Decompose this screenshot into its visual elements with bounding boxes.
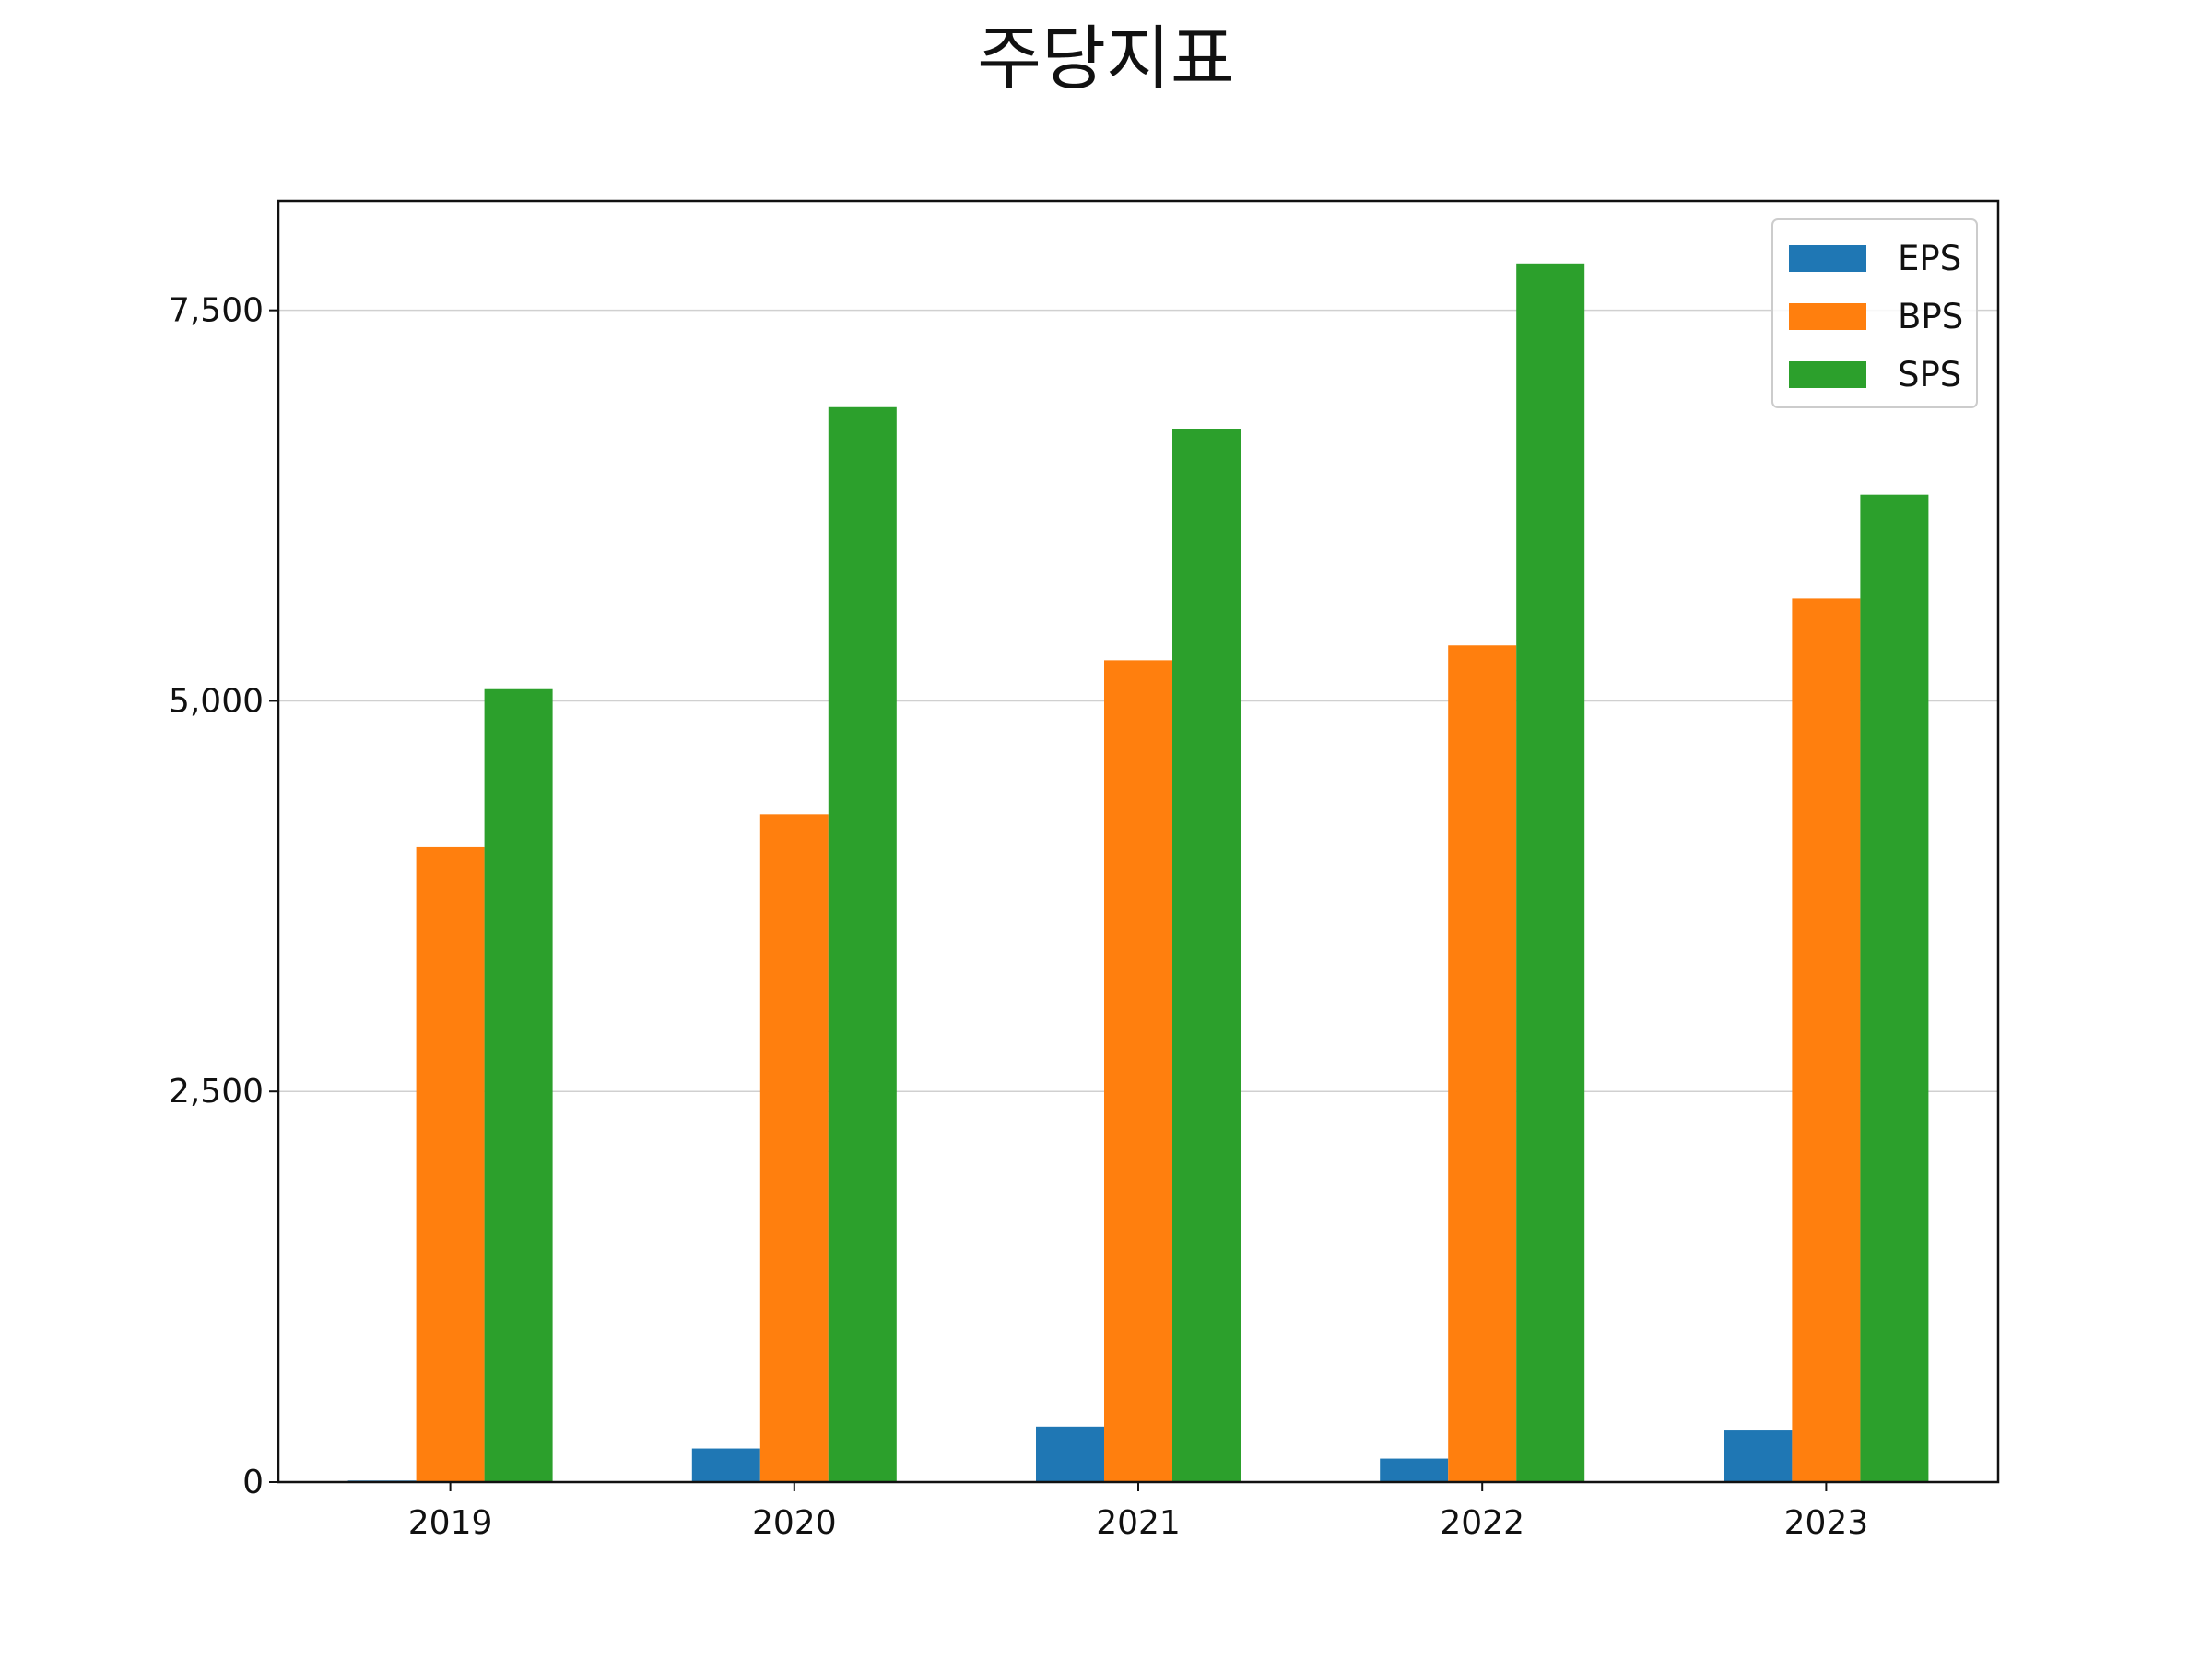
bar-eps-2020 <box>691 1448 760 1482</box>
bar-bps-2023 <box>1792 598 1861 1482</box>
y-tick-label: 7,500 <box>169 292 264 330</box>
bars <box>347 263 1929 1483</box>
bar-bps-2022 <box>1448 645 1517 1482</box>
bar-sps-2023 <box>1860 494 1929 1483</box>
x-tick-label: 2020 <box>752 1504 837 1542</box>
bar-sps-2021 <box>1172 429 1241 1482</box>
y-tick-label: 2,500 <box>169 1073 264 1111</box>
legend-label-bps: BPS <box>1898 297 1963 336</box>
bar-sps-2019 <box>484 688 553 1482</box>
x-tick-label: 2021 <box>1096 1504 1181 1542</box>
bar-bps-2019 <box>416 846 485 1482</box>
bar-bps-2021 <box>1104 660 1172 1482</box>
legend-label-eps: EPS <box>1898 239 1961 278</box>
bar-eps-2022 <box>1380 1458 1449 1482</box>
bar-sps-2022 <box>1516 263 1585 1482</box>
x-tick-label: 2023 <box>1784 1504 1869 1542</box>
legend-label-sps: SPS <box>1898 355 1961 394</box>
bar-sps-2020 <box>828 406 897 1482</box>
y-tick-label: 0 <box>242 1464 264 1501</box>
legend-swatch-bps <box>1789 303 1866 330</box>
x-tick-label: 2019 <box>408 1504 493 1542</box>
legend: EPS BPS SPS <box>1771 218 1978 408</box>
legend-swatch-eps <box>1789 245 1866 272</box>
y-tick-label: 5,000 <box>169 682 264 720</box>
bar-bps-2020 <box>759 814 829 1482</box>
x-tick-label: 2022 <box>1440 1504 1524 1542</box>
legend-swatch-sps <box>1789 361 1866 388</box>
axes: 0 2,500 5,000 7,500 2019 2020 2021 2022 2023 <box>169 292 1868 1542</box>
bar-eps-2021 <box>1036 1426 1104 1482</box>
chart-title: 주당지표 <box>977 18 1235 100</box>
bar-eps-2023 <box>1724 1430 1793 1482</box>
